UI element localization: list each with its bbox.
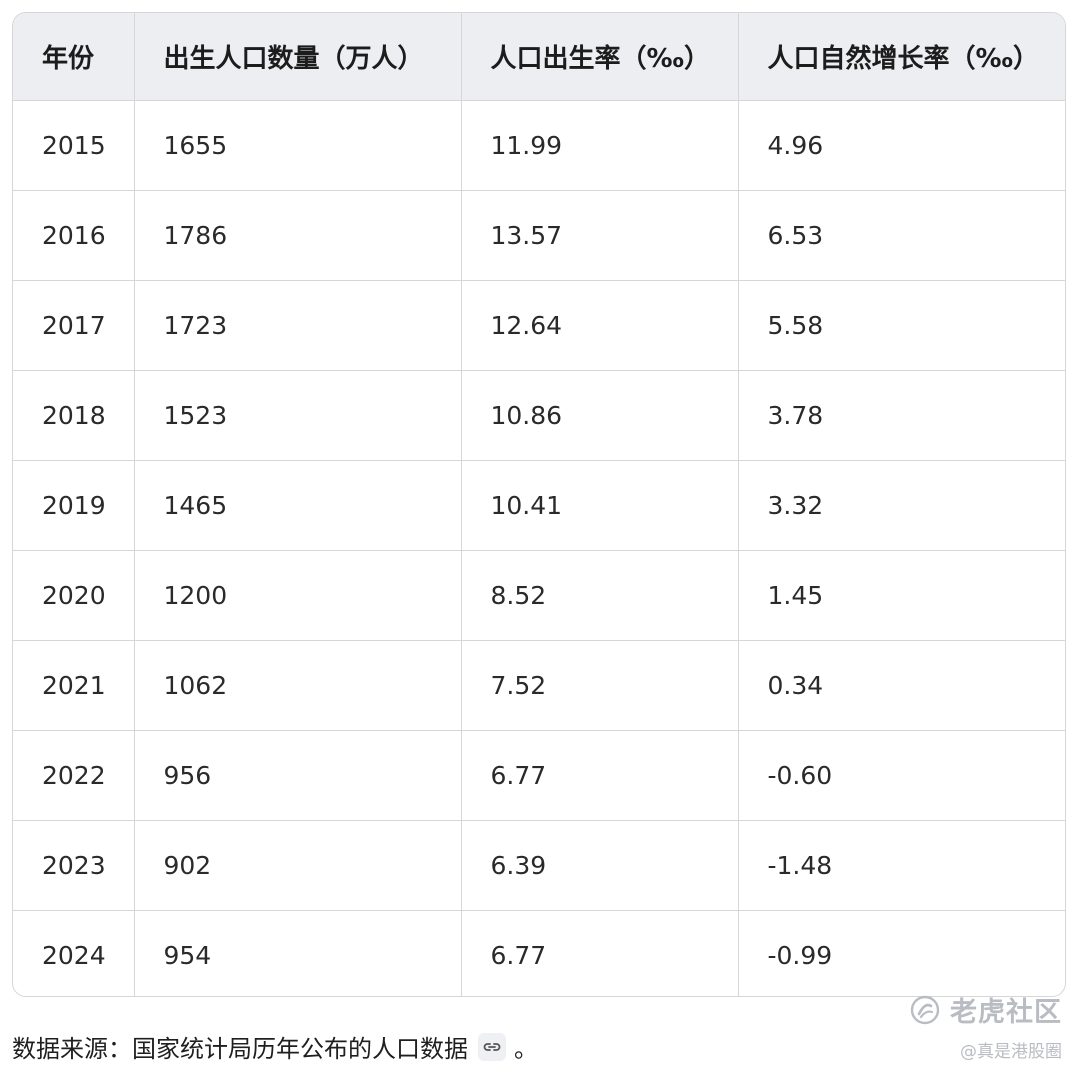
cell-growth-rate: -0.60 <box>738 730 1065 821</box>
cell-births: 1723 <box>134 280 462 371</box>
cell-year: 2023 <box>13 820 135 911</box>
cell-birth-rate: 11.99 <box>461 100 739 191</box>
birth-data-table-container: 年份 出生人口数量（万人） 人口出生率（‰） 人口自然增长率（‰） 2015 1… <box>12 12 1066 997</box>
cell-growth-rate: -0.99 <box>767 940 833 970</box>
table-row: 2023 902 6.39 -1.48 <box>13 820 1065 911</box>
source-text: 数据来源：国家统计局历年公布的人口数据 <box>12 1035 468 1063</box>
cell-birth-rate: 13.57 <box>461 190 739 281</box>
cell-birth-rate: 6.39 <box>461 820 739 911</box>
tiger-logo-icon <box>910 995 940 1025</box>
cell-birth-rate: 7.52 <box>461 640 739 731</box>
watermark: 老虎社区 @真是港股圈 <box>910 990 1062 1062</box>
cell-growth-rate: 1.45 <box>738 550 1065 641</box>
cell-growth-rate: 3.32 <box>738 460 1065 551</box>
cell-year: 2020 <box>13 550 135 641</box>
table-row: 2024 954 6.77 -0.99 <box>13 910 1065 996</box>
source-note: 数据来源：国家统计局历年公布的人口数据 。 <box>12 1029 538 1064</box>
watermark-brand-row: 老虎社区 <box>910 990 1062 1029</box>
watermark-handle: @真是港股圈 <box>960 1042 1062 1062</box>
cell-growth-rate: -1.48 <box>738 820 1065 911</box>
table-row: 2018 1523 10.86 3.78 <box>13 370 1065 461</box>
cell-year: 2019 <box>13 460 135 551</box>
source-end-punct: 。 <box>514 1035 538 1063</box>
cell-year: 2016 <box>13 190 135 281</box>
cell-births: 1786 <box>134 190 462 281</box>
cell-birth-rate: 10.86 <box>461 370 739 461</box>
cell-births: 1655 <box>134 100 462 191</box>
table-row: 2015 1655 11.99 4.96 <box>13 100 1065 191</box>
cell-births: 1200 <box>134 550 462 641</box>
table-row: 2017 1723 12.64 5.58 <box>13 280 1065 371</box>
cell-birth-rate: 8.52 <box>461 550 739 641</box>
cell-year: 2015 <box>13 100 135 191</box>
cell-births: 1523 <box>134 370 462 461</box>
cell-births: 954 <box>134 910 462 996</box>
header-natural-growth-rate: 人口自然增长率（‰） <box>738 13 1065 101</box>
table-row: 2021 1062 7.52 0.34 <box>13 640 1065 731</box>
table-row: 2022 956 6.77 -0.60 <box>13 730 1065 821</box>
cell-growth-rate: 3.78 <box>738 370 1065 461</box>
cell-birth-rate: 12.64 <box>461 280 739 371</box>
cell-birth-rate: 10.41 <box>461 460 739 551</box>
cell-births: 956 <box>134 730 462 821</box>
table-row: 2019 1465 10.41 3.32 <box>13 460 1065 551</box>
cell-year: 2021 <box>13 640 135 731</box>
cell-growth-rate: 6.53 <box>738 190 1065 281</box>
header-births: 出生人口数量（万人） <box>134 13 462 101</box>
watermark-brand: 老虎社区 <box>950 997 1062 1028</box>
table-header-row: 年份 出生人口数量（万人） 人口出生率（‰） 人口自然增长率（‰） <box>13 13 1065 101</box>
birth-data-table: 年份 出生人口数量（万人） 人口出生率（‰） 人口自然增长率（‰） 2015 1… <box>13 13 1065 996</box>
cell-birth-rate: 6.77 <box>461 910 739 996</box>
table-row: 2020 1200 8.52 1.45 <box>13 550 1065 641</box>
cell-births: 1062 <box>134 640 462 731</box>
link-icon[interactable] <box>478 1032 506 1061</box>
header-year: 年份 <box>13 13 135 101</box>
cell-year: 2022 <box>13 730 135 821</box>
cell-year: 2017 <box>13 280 135 371</box>
cell-growth-rate: 0.34 <box>738 640 1065 731</box>
cell-growth-rate: 5.58 <box>738 280 1065 371</box>
cell-growth-rate: 4.96 <box>738 100 1065 191</box>
cell-year: 2024 <box>13 910 135 996</box>
cell-births: 1465 <box>134 460 462 551</box>
table-row: 2016 1786 13.57 6.53 <box>13 190 1065 281</box>
cell-births: 902 <box>134 820 462 911</box>
cell-year: 2018 <box>13 370 135 461</box>
cell-birth-rate: 6.77 <box>461 730 739 821</box>
header-birth-rate: 人口出生率（‰） <box>461 13 739 101</box>
